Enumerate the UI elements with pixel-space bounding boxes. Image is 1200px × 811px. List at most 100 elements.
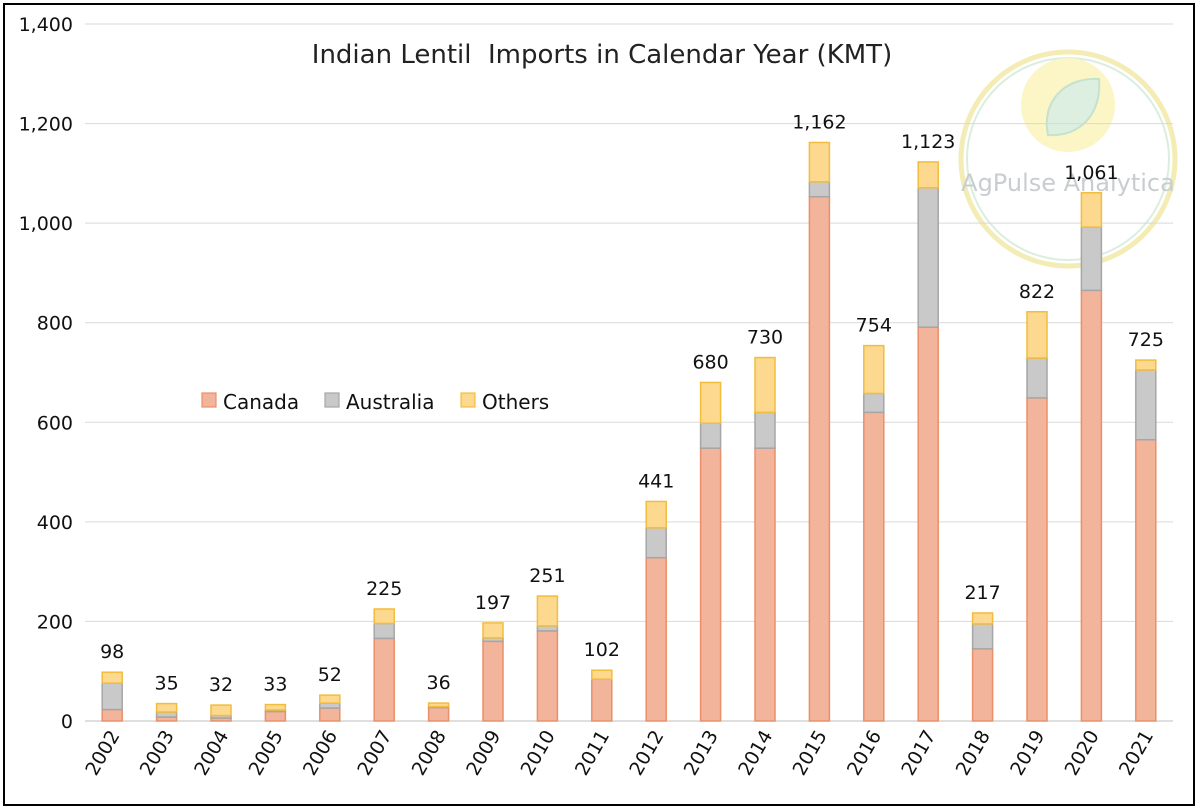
bar-segment-others xyxy=(645,500,667,529)
bar-segment-australia xyxy=(699,422,722,449)
total-data-label: 225 xyxy=(366,578,402,600)
bar-segment-canada xyxy=(427,706,450,722)
y-tick-label: 1,400 xyxy=(19,14,73,36)
bar-segment-canada xyxy=(1135,438,1157,722)
x-tick-label: 2005 xyxy=(244,727,287,780)
total-data-label: 35 xyxy=(155,673,179,695)
legend-swatch-others xyxy=(460,392,476,408)
bar-segment-canada xyxy=(482,640,504,722)
bar-segment-australia xyxy=(645,527,667,559)
total-data-label: 36 xyxy=(427,672,451,694)
bar-segment-australia xyxy=(917,187,939,328)
y-tick-label: 1,200 xyxy=(19,114,73,136)
total-data-label: 32 xyxy=(209,674,233,696)
x-tick-label: 2017 xyxy=(897,727,940,780)
bar-segment-others xyxy=(373,608,395,625)
total-data-label: 1,123 xyxy=(901,131,955,153)
y-tick-label: 600 xyxy=(37,412,73,434)
y-tick-label: 1,000 xyxy=(19,213,73,235)
total-data-label: 217 xyxy=(964,582,1000,604)
bar-segment-canada xyxy=(971,648,994,722)
bar-segment-australia xyxy=(971,623,994,650)
y-tick-label: 800 xyxy=(37,313,73,335)
stacked-bar-chart: AgPulse Analytica Indian Lentil Imports … xyxy=(19,14,1178,780)
x-tick-label: 2004 xyxy=(190,727,233,780)
bar-segment-others xyxy=(699,381,722,425)
bar-segment-others xyxy=(1026,311,1048,359)
bar-segment-canada xyxy=(101,708,123,722)
y-tick-label: 400 xyxy=(37,512,73,534)
total-data-label: 52 xyxy=(318,664,342,686)
x-axis: 2002 2003 2004 2005 2006 2007 2008 2009 2010 2011… xyxy=(81,727,1158,780)
x-tick-label: 2013 xyxy=(680,727,723,780)
x-tick-label: 2002 xyxy=(81,727,124,780)
x-tick-label: 2015 xyxy=(788,727,831,780)
bar-segment-canada xyxy=(699,447,722,722)
legend-swatch-canada xyxy=(201,392,217,408)
bar-segment-canada xyxy=(591,678,613,722)
total-data-label: 730 xyxy=(747,327,783,349)
leaf-icon xyxy=(1045,77,1101,137)
x-tick-label: 2014 xyxy=(734,727,777,780)
watermark-logo: AgPulse Analytica xyxy=(958,49,1178,269)
total-data-label: 98 xyxy=(100,641,124,663)
bar-segment-others xyxy=(536,595,559,627)
y-tick-label: 200 xyxy=(37,611,73,633)
bar-segment-canada xyxy=(264,710,287,722)
x-tick-label: 2012 xyxy=(625,727,668,780)
bar-segment-canada xyxy=(808,196,831,722)
x-tick-label: 2009 xyxy=(462,727,505,780)
x-tick-label: 2020 xyxy=(1060,727,1103,780)
bar-segment-others xyxy=(808,141,831,183)
bar-segment-canada xyxy=(645,556,667,722)
bar-segment-others xyxy=(319,694,341,704)
x-tick-label: 2019 xyxy=(1006,727,1049,780)
x-tick-label: 2010 xyxy=(516,727,559,780)
legend: Canada Australia Others xyxy=(201,390,549,414)
bar-segment-australia xyxy=(863,392,885,414)
bar-segment-others xyxy=(264,703,287,711)
bar-segment-others xyxy=(1080,192,1103,228)
bar-segment-canada xyxy=(863,411,885,722)
legend-label-others: Others xyxy=(482,390,549,414)
bars xyxy=(101,141,1157,722)
bar-segment-others xyxy=(863,344,885,395)
bar-segment-canada xyxy=(536,630,559,722)
bar-segment-canada xyxy=(319,707,341,722)
total-labels: 98 35 32 33 52 225 36 197 251 102 441 680 730 1,162 75… xyxy=(100,111,1164,696)
bar-segment-others xyxy=(1135,359,1157,371)
bar-segment-others xyxy=(101,671,123,684)
bar-segment-australia xyxy=(1080,226,1103,292)
bar-segment-others xyxy=(754,356,776,414)
bar-segment-canada xyxy=(373,637,395,722)
bar-segment-others xyxy=(971,612,994,625)
total-data-label: 33 xyxy=(263,674,287,696)
x-tick-label: 2021 xyxy=(1115,727,1158,780)
total-data-label: 754 xyxy=(856,315,892,337)
bar-segment-australia xyxy=(1135,369,1157,441)
total-data-label: 680 xyxy=(692,351,728,373)
bar-segment-others xyxy=(210,704,232,717)
x-tick-label: 2006 xyxy=(299,727,342,780)
bar-segment-australia xyxy=(101,682,123,711)
total-data-label: 1,061 xyxy=(1064,162,1118,184)
bar-segment-canada xyxy=(754,447,776,722)
legend-swatch-australia xyxy=(324,392,340,408)
bar-segment-australia xyxy=(754,411,776,449)
bar-segment-australia xyxy=(373,622,395,640)
x-tick-label: 2011 xyxy=(571,727,614,780)
legend-label-canada: Canada xyxy=(223,390,299,414)
bar-segment-australia xyxy=(808,181,831,198)
total-data-label: 725 xyxy=(1128,329,1164,351)
bar-segment-others xyxy=(155,702,178,713)
y-axis: 0 200 400 600 800 1,000 1,200 1,400 xyxy=(19,14,73,733)
legend-label-australia: Australia xyxy=(346,390,434,414)
total-data-label: 1,162 xyxy=(792,111,846,133)
total-data-label: 441 xyxy=(638,470,674,492)
total-data-label: 197 xyxy=(475,592,511,614)
x-tick-label: 2016 xyxy=(843,727,886,780)
chart-frame: AgPulse Analytica Indian Lentil Imports … xyxy=(3,3,1195,806)
bar-segment-others xyxy=(427,702,450,708)
x-tick-label: 2007 xyxy=(353,727,396,780)
bar-segment-others xyxy=(591,669,613,680)
